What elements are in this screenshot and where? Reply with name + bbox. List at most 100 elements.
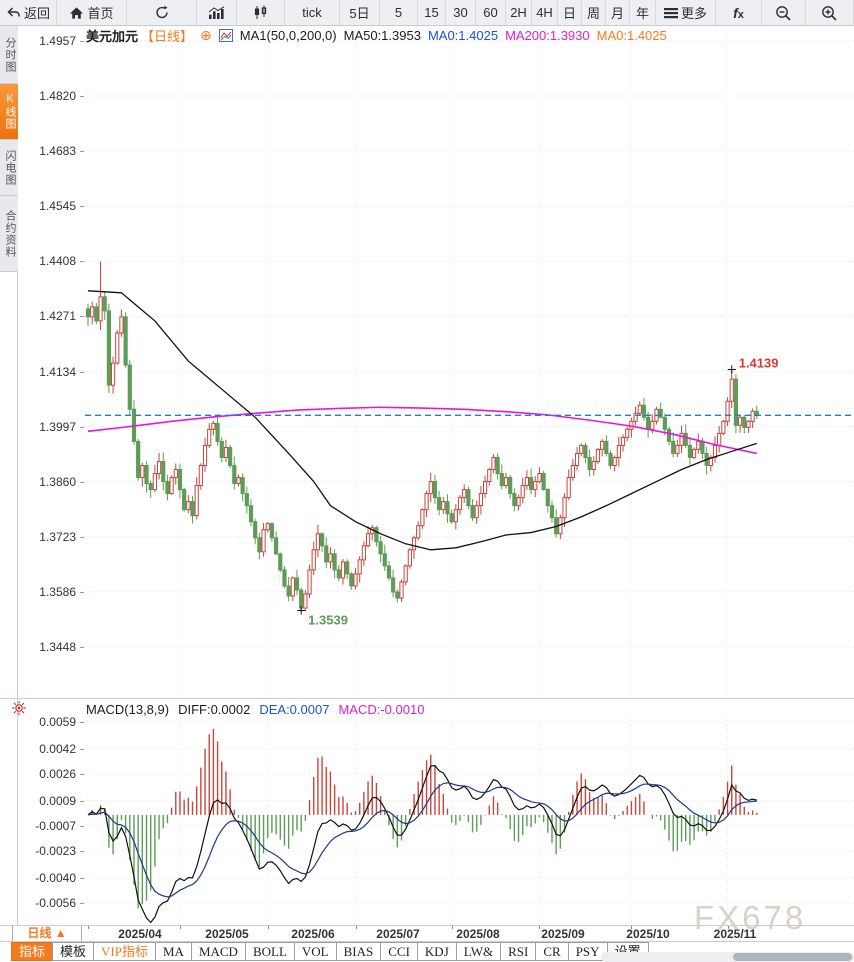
add-indicator-icon[interactable]: ⊕ (200, 27, 212, 43)
toolbar-year-label: 年 (635, 6, 649, 21)
indicator-tabs: 指标 模板 VIP指标 MA MACD BOLL VOL BIAS CCI KDJ LW& RSI CR… (11, 942, 649, 961)
toolbar-candle-chart-button[interactable] (237, 0, 285, 25)
price-axis-tick (80, 371, 84, 373)
price-axis-tick (80, 647, 84, 648)
zoom-out-icon (775, 5, 792, 21)
x-axis-label: 2025/08 (456, 927, 500, 941)
x-axis-label: 2025/10 (626, 927, 670, 941)
toolbar-5d-button[interactable]: 5日 (340, 0, 380, 25)
macd-header: MACD(13,8,9) DIFF:0.0002 DEA:0.0007 MACD… (86, 702, 424, 717)
toolbar-m60-label: 60 (483, 5, 498, 20)
indicator-tab-cci[interactable]: CCI (380, 942, 418, 961)
toolbar-tick-label: tick (302, 5, 322, 20)
x-axis-tick (539, 926, 541, 929)
sidebar-item-1[interactable]: 分时图 (0, 26, 18, 84)
indicator-tab-macd[interactable]: MACD (190, 942, 246, 961)
price-axis-tick (80, 591, 84, 593)
macd-axis-tick (80, 773, 84, 775)
price-axis-label: 1.4408 (39, 254, 76, 269)
sidebar-item-3[interactable]: 闪电图 (0, 140, 18, 196)
fx678-watermark: FX678 (694, 899, 807, 936)
price-axis-tick (80, 536, 84, 538)
toolbar-day-button[interactable]: 日 (558, 0, 582, 25)
bar-chart-icon (208, 5, 225, 20)
home-icon (69, 6, 84, 20)
toolbar-month-button[interactable]: 月 (606, 0, 630, 25)
toolbar-year-button[interactable]: 年 (630, 0, 656, 25)
chart-header: 美元加元 【日线】 ⊕ MA1(50,0,200,0) MA50:1.3953 … (86, 27, 667, 44)
indicator-tab-kdj[interactable]: KDJ (416, 942, 457, 961)
indicator-settings-icon[interactable] (11, 700, 27, 721)
menu-icon (663, 7, 678, 19)
indicator-tab-lw[interactable]: LW& (455, 942, 502, 961)
toolbar-h2-label: 2H (510, 5, 527, 20)
symbol-name: 美元加元 (86, 28, 139, 44)
horizontal-scrollbar-thumb[interactable] (733, 953, 852, 961)
price-axis-tick (80, 316, 84, 318)
toolbar-m5-button[interactable]: 5 (380, 0, 418, 25)
macd-params-label: MACD(13,8,9) (86, 702, 170, 717)
macd-axis-tick (80, 902, 84, 904)
toolbar-m15-label: 15 (424, 5, 439, 20)
price-axis-label: 1.4545 (39, 199, 76, 214)
toolbar-week-button[interactable]: 周 (582, 0, 606, 25)
macd-axis-label: -0.0040 (35, 870, 76, 885)
ma0-value-blue: MA0:1.4025 (427, 27, 499, 43)
macd-axis-tick (80, 748, 84, 750)
main-price-chart[interactable]: 1.3539 1.4139 (85, 30, 854, 698)
toolbar-zoom-out-button[interactable] (762, 0, 806, 25)
macd-dea-value: DEA:0.0007 (259, 702, 330, 717)
toolbar-m30-label: 30 (453, 5, 468, 20)
indicator-tab-模板[interactable]: 模板 (52, 942, 95, 961)
indicator-tab-vol[interactable]: VOL (293, 942, 337, 961)
toolbar-m15-button[interactable]: 15 (418, 0, 446, 25)
toolbar-month-label: 月 (610, 6, 624, 21)
x-axis-tick (451, 926, 453, 929)
toolbar-h4-button[interactable]: 4H (532, 0, 558, 25)
toolbar-refresh-button[interactable] (127, 0, 197, 25)
period-dropdown-button[interactable]: 日线 ▲ (12, 926, 82, 941)
toolbar-fx-button[interactable]: fx (716, 0, 762, 25)
macd-axis-label: 0.0042 (39, 741, 76, 756)
toolbar-tick-button[interactable]: tick (285, 0, 340, 25)
indicator-tab-bias[interactable]: BIAS (335, 942, 382, 961)
tabs-divider (0, 941, 854, 942)
price-axis-tick (80, 151, 84, 153)
toolbar-m60-button[interactable]: 60 (476, 0, 506, 25)
toolbar-zoom-in-button[interactable] (806, 0, 854, 25)
macd-indicator-chart[interactable] (85, 716, 854, 925)
price-axis-tick (80, 261, 84, 263)
price-axis-label: 1.4271 (39, 309, 76, 324)
sidebar-item-4[interactable]: 合约资料 (0, 196, 18, 272)
toolbar-bar-chart-button[interactable] (197, 0, 237, 25)
ma200-value: MA200:1.3930 (505, 27, 590, 43)
toolbar-more-button[interactable]: 更多 (656, 0, 716, 25)
mini-chart-icon[interactable] (218, 28, 233, 42)
sidebar-item-2[interactable]: K线图 (0, 84, 18, 140)
price-axis-tick (80, 96, 84, 98)
toolbar-m5-label: 5 (394, 5, 403, 20)
toolbar-home-button[interactable]: 首页 (57, 0, 127, 25)
toolbar-m30-button[interactable]: 30 (446, 0, 476, 25)
toolbar-h2-button[interactable]: 2H (506, 0, 532, 25)
indicator-tab-psy[interactable]: PSY (567, 942, 608, 961)
indicator-tab-指标[interactable]: 指标 (11, 942, 54, 961)
indicator-tab-ma[interactable]: MA (154, 942, 192, 961)
axis-divider (0, 925, 854, 926)
price-axis-label: 1.4957 (39, 34, 76, 48)
indicator-tab-cr[interactable]: CR (535, 942, 569, 961)
x-axis-tick (88, 926, 89, 929)
toolbar-back-button[interactable]: 返回 (0, 0, 57, 25)
indicator-tab-vip指标[interactable]: VIP指标 (93, 942, 156, 961)
macd-axis-tick (80, 851, 84, 853)
horizontal-scrollbar-track[interactable] (601, 952, 854, 962)
indicator-tab-rsi[interactable]: RSI (500, 942, 537, 961)
left-sidebar: 分时图 K线图 闪电图 合约资料 (0, 26, 18, 925)
price-axis-label: 1.3586 (39, 584, 76, 599)
toolbar-back-label: 返回 (23, 6, 50, 21)
toolbar-day-label: 日 (562, 6, 576, 21)
macd-macd-value: MACD:-0.0010 (338, 702, 425, 717)
top-toolbar: 返回 首页 tick 5日 5 15 30 60 2H 4H 日周月年 更多 fx (0, 0, 854, 26)
indicator-tab-boll[interactable]: BOLL (244, 942, 295, 961)
